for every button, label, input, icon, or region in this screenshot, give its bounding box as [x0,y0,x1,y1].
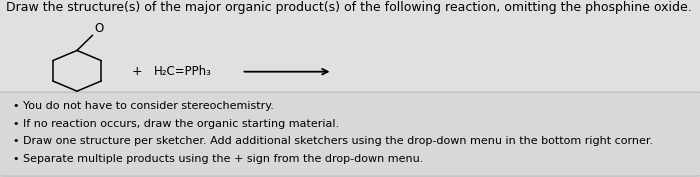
Text: H₂C=PPh₃: H₂C=PPh₃ [154,65,212,78]
Text: +: + [131,65,142,78]
Text: • Separate multiple products using the + sign from the drop-down menu.: • Separate multiple products using the +… [13,154,423,164]
Text: • You do not have to consider stereochemistry.: • You do not have to consider stereochem… [13,101,274,111]
Text: • If no reaction occurs, draw the organic starting material.: • If no reaction occurs, draw the organi… [13,119,339,129]
Text: • Draw one structure per sketcher. Add additional sketchers using the drop-down : • Draw one structure per sketcher. Add a… [13,136,652,146]
FancyBboxPatch shape [0,92,700,176]
Text: Draw the structure(s) of the major organic product(s) of the following reaction,: Draw the structure(s) of the major organ… [6,1,692,14]
Text: O: O [94,22,104,35]
